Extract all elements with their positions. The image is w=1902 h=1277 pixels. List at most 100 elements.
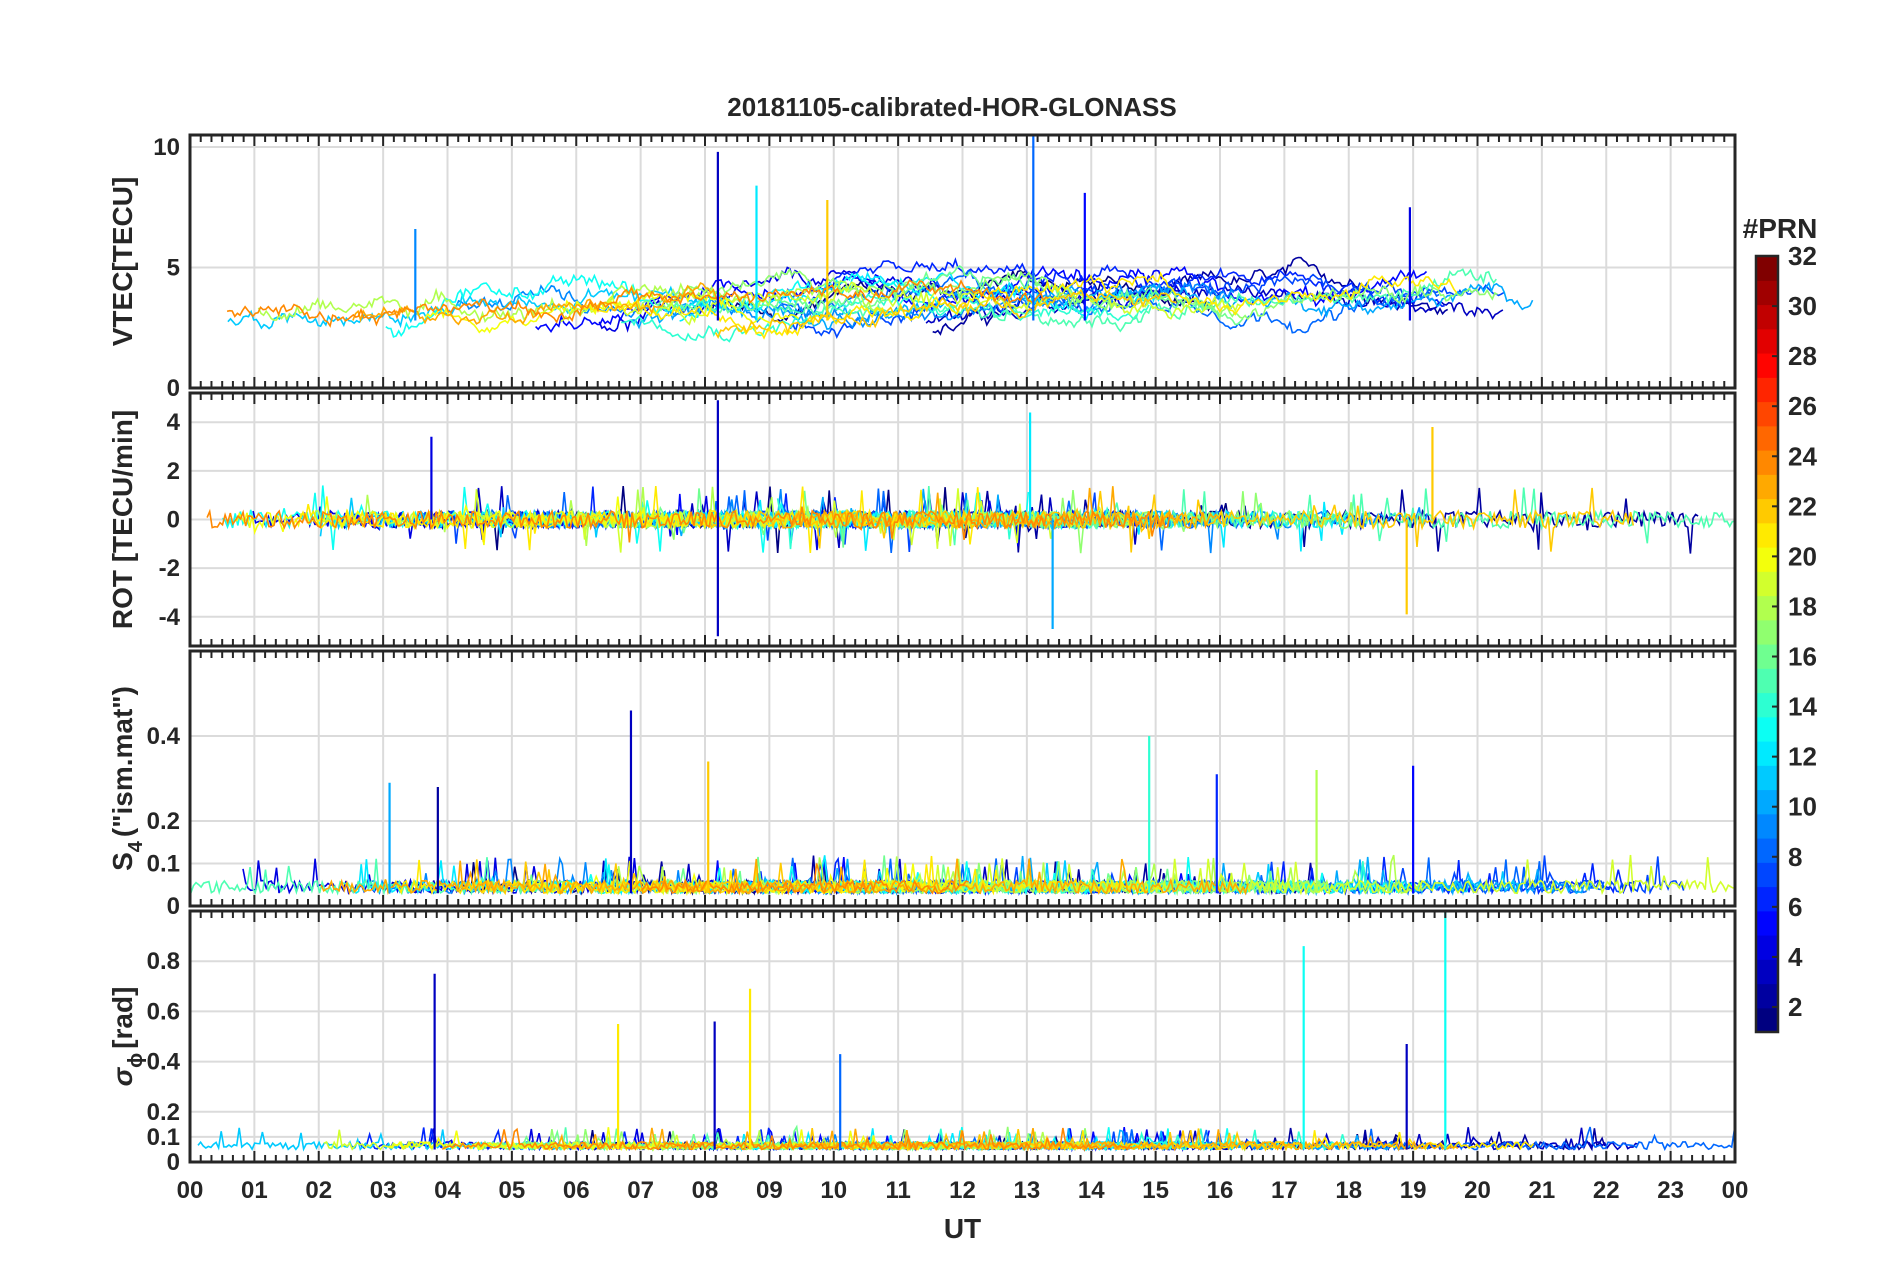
colorbar-band bbox=[1756, 474, 1778, 500]
y-label-rest: [rad] bbox=[107, 987, 138, 1049]
prn-trace bbox=[621, 293, 1150, 343]
colorbar-band bbox=[1756, 1007, 1778, 1033]
prn-trace bbox=[227, 285, 723, 330]
colorbar-tick-label: 12 bbox=[1788, 742, 1817, 772]
colorbar-band bbox=[1756, 935, 1778, 960]
y-tick-label: 0.4 bbox=[147, 1049, 181, 1076]
y-label-main: σ bbox=[107, 1066, 138, 1086]
colorbar-band bbox=[1756, 983, 1778, 1009]
y-label-subscript: 4 bbox=[125, 840, 147, 852]
y-tick-label: 5 bbox=[167, 255, 180, 282]
colorbar-band bbox=[1756, 862, 1778, 888]
colorbar-band bbox=[1756, 765, 1778, 791]
x-tick-label: 16 bbox=[1207, 1177, 1234, 1204]
x-tick-label: 23 bbox=[1657, 1177, 1684, 1204]
colorbar-band bbox=[1756, 959, 1778, 985]
colorbar-band bbox=[1756, 377, 1778, 403]
prn-trace bbox=[543, 1127, 1459, 1152]
prn-trace bbox=[206, 506, 1171, 543]
prn-trace bbox=[323, 1129, 688, 1152]
x-tick-label: 17 bbox=[1271, 1177, 1298, 1204]
y-axis-label: σϕ [rad] bbox=[107, 987, 147, 1087]
traces-rot bbox=[206, 400, 1735, 637]
grid-sigphi bbox=[190, 911, 1735, 1163]
x-tick-label: 02 bbox=[305, 1177, 332, 1204]
x-tick-label: 08 bbox=[692, 1177, 719, 1204]
x-tick-label: 12 bbox=[949, 1177, 976, 1204]
panel-s4: 0 0.1 0.2 0.4 S4 ("ism.mat") bbox=[107, 649, 1737, 920]
minor-ticks bbox=[189, 651, 1736, 906]
y-tick-label: 0.8 bbox=[147, 948, 180, 975]
colorbar-tick-label: 30 bbox=[1788, 291, 1817, 321]
y-tick-label: 0 bbox=[167, 507, 180, 534]
colorbar-tick-label: 26 bbox=[1788, 391, 1817, 421]
traces-vtec bbox=[226, 135, 1534, 343]
colorbar-band bbox=[1756, 644, 1778, 669]
y-tick-label: 0 bbox=[167, 893, 180, 920]
colorbar-band bbox=[1756, 547, 1778, 572]
prn-trace bbox=[640, 863, 969, 896]
traces-s4 bbox=[190, 710, 1734, 897]
x-axis-label: UT bbox=[944, 1213, 981, 1244]
x-tick-label: 15 bbox=[1142, 1177, 1169, 1204]
y-label-rest: ("ism.mat") bbox=[107, 686, 138, 837]
colorbar-tick-label: 8 bbox=[1788, 842, 1802, 872]
colorbar-band bbox=[1756, 789, 1778, 815]
y-label-main: S bbox=[107, 852, 138, 871]
colorbar-band bbox=[1756, 716, 1778, 742]
x-tick-label: 06 bbox=[563, 1177, 590, 1204]
x-tick-label: 19 bbox=[1400, 1177, 1427, 1204]
colorbar-band bbox=[1756, 304, 1778, 330]
chart-title: 20181105-calibrated-HOR-GLONASS bbox=[727, 92, 1176, 122]
y-tick-label: -4 bbox=[159, 604, 181, 631]
y-tick-label: -2 bbox=[159, 555, 180, 582]
y-tick-label: 0 bbox=[167, 375, 180, 402]
colorbar-band bbox=[1756, 450, 1778, 475]
colorbar-band bbox=[1756, 595, 1778, 621]
x-tick-label: 14 bbox=[1078, 1177, 1105, 1204]
colorbar-band bbox=[1756, 838, 1778, 863]
x-tick-label: 03 bbox=[370, 1177, 397, 1204]
colorbar-tick-label: 6 bbox=[1788, 892, 1802, 922]
colorbar-title: #PRN bbox=[1743, 213, 1818, 244]
y-tick-label: 0.2 bbox=[147, 1099, 180, 1126]
colorbar-band bbox=[1756, 571, 1778, 597]
y-axis-label: S4 ("ism.mat") bbox=[107, 686, 147, 871]
colorbar-tick-label: 24 bbox=[1788, 441, 1817, 471]
traces-sigphi bbox=[197, 911, 1735, 1153]
panel-vtec: 0 5 10 VTEC[TECU] bbox=[107, 133, 1737, 402]
colorbar-frame bbox=[1754, 254, 1780, 1034]
colorbar-band bbox=[1756, 692, 1778, 718]
x-tick-label: 22 bbox=[1593, 1177, 1620, 1204]
colorbar-band bbox=[1756, 668, 1778, 694]
y-tick-label: 0.2 bbox=[147, 808, 180, 835]
y-tick-label: 2 bbox=[167, 458, 180, 485]
colorbar-band bbox=[1756, 741, 1778, 766]
prn-trace bbox=[714, 288, 1177, 339]
colorbar-tick-label: 18 bbox=[1788, 591, 1817, 621]
y-tick-label: 0.1 bbox=[147, 1124, 180, 1151]
grid-vtec bbox=[190, 135, 1735, 389]
x-tick-label: 01 bbox=[241, 1177, 268, 1204]
prn-trace bbox=[441, 1127, 1133, 1152]
colorbar-band bbox=[1756, 498, 1778, 524]
colorbar-band bbox=[1756, 522, 1778, 548]
y-label-subscript: ϕ bbox=[125, 1053, 147, 1068]
x-tick-label: 00 bbox=[177, 1177, 204, 1204]
colorbar-band bbox=[1756, 425, 1778, 451]
x-tick-label: 00 bbox=[1722, 1177, 1749, 1204]
minor-ticks bbox=[189, 393, 1736, 646]
colorbar-tick-label: 14 bbox=[1788, 692, 1817, 722]
colorbar-tick-label: 16 bbox=[1788, 642, 1817, 672]
prn-trace bbox=[585, 271, 1458, 340]
y-tick-label: 0.6 bbox=[147, 998, 180, 1025]
x-tick-label: 13 bbox=[1014, 1177, 1041, 1204]
x-tick-label: 05 bbox=[499, 1177, 526, 1204]
colorbar-band bbox=[1756, 401, 1778, 427]
colorbar-band bbox=[1756, 280, 1778, 306]
y-tick-label: 10 bbox=[153, 134, 180, 161]
y-tick-label: 0.4 bbox=[147, 723, 181, 750]
